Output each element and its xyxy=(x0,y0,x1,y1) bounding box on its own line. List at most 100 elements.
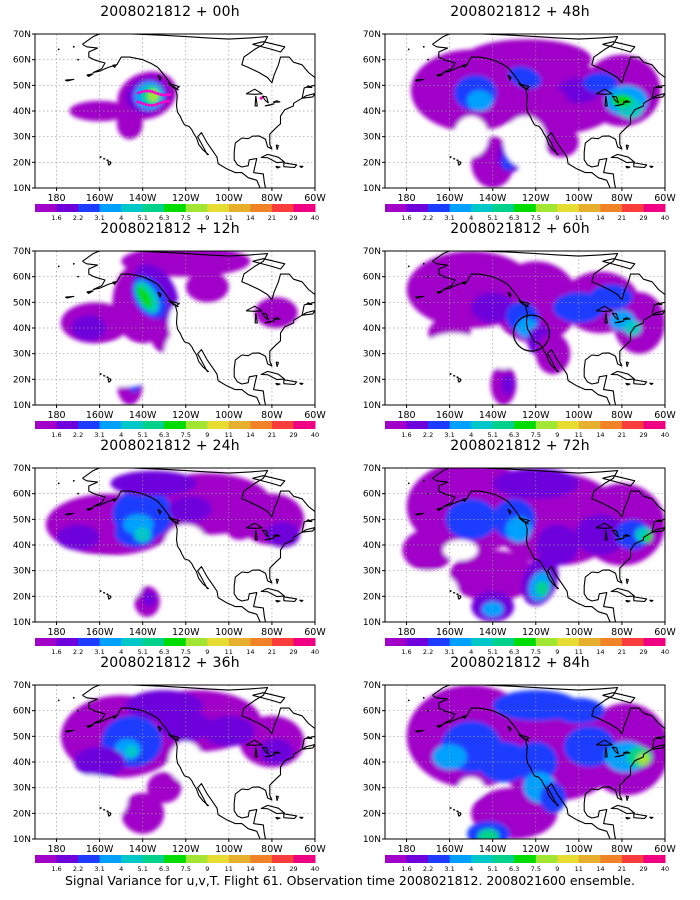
map-panel-12h: 2008021812 + 12h 70N 60N 50N 40N 30N 20N 10N 180… xyxy=(0,221,340,439)
x-tick-label: 100W xyxy=(215,410,243,421)
coastline xyxy=(415,34,665,188)
colorbar-swatch xyxy=(514,421,537,429)
colorbar-label: 9 xyxy=(555,865,559,873)
map-svg: 70N 60N 50N 40N 30N 20N 10N 180 160W 140W 120W 100W… xyxy=(363,30,677,222)
colorbar-swatch xyxy=(99,855,122,863)
colorbar-label: 40 xyxy=(661,865,669,873)
y-tick-label: 40N xyxy=(363,758,381,768)
y-tick-label: 40N xyxy=(13,107,31,117)
colorbar-swatch xyxy=(406,855,429,863)
colorbar-swatch xyxy=(228,855,251,863)
colorbar-swatch xyxy=(643,855,666,863)
x-tick-label: 100W xyxy=(215,193,243,204)
x-tick-label: 180 xyxy=(397,844,415,855)
y-tick-label: 30N xyxy=(13,133,31,143)
y-tick-label: 30N xyxy=(13,350,31,360)
x-tick-label: 80W xyxy=(261,844,283,855)
colorbar-label: 6.3 xyxy=(159,431,169,439)
variance-field xyxy=(35,251,315,405)
variance-contour xyxy=(477,828,500,839)
x-tick-label: 100W xyxy=(215,844,243,855)
colorbar-label: 3.1 xyxy=(94,214,104,222)
colorbar-swatch xyxy=(600,204,623,212)
variance-contour xyxy=(110,470,197,497)
colorbar-swatch xyxy=(207,421,230,429)
variance-field xyxy=(385,251,665,405)
colorbar-label: 21 xyxy=(268,214,276,222)
x-tick-label: 80W xyxy=(611,627,633,638)
y-tick-label: 50N xyxy=(13,515,31,525)
colorbar-label: 7.5 xyxy=(181,214,191,222)
colorbar-swatch xyxy=(557,855,580,863)
y-tick-label: 20N xyxy=(13,375,31,385)
y-tick-label: 50N xyxy=(363,732,381,742)
x-tick-label: 80W xyxy=(261,193,283,204)
x-tick-label: 80W xyxy=(611,844,633,855)
colorbar-swatch xyxy=(293,638,316,646)
colorbar-swatch xyxy=(471,638,494,646)
x-tick-label: 160W xyxy=(86,410,114,421)
colorbar-swatch xyxy=(471,204,494,212)
colorbar-label: 4 xyxy=(119,431,123,439)
x-tick-label: 180 xyxy=(397,627,415,638)
colorbar-swatch xyxy=(492,204,515,212)
colorbar-swatch xyxy=(385,204,407,212)
colorbar-label: 29 xyxy=(639,865,647,873)
y-tick-label: 70N xyxy=(13,464,31,474)
colorbar-label: 14 xyxy=(246,648,254,656)
colorbar-swatch xyxy=(35,855,57,863)
map-svg: 70N 60N 50N 40N 30N 20N 10N 180 160W 140W 120W 100W… xyxy=(13,30,327,222)
y-tick-label: 50N xyxy=(363,515,381,525)
colorbar-swatch xyxy=(535,204,558,212)
colorbar-label: 29 xyxy=(639,648,647,656)
variance-contour xyxy=(505,516,532,543)
colorbar-label: 21 xyxy=(268,431,276,439)
panel-title: 2008021812 + 60h xyxy=(450,221,590,237)
panel-title: 2008021812 + 12h xyxy=(100,221,240,237)
y-tick-label: 10N xyxy=(13,184,31,194)
colorbar-label: 21 xyxy=(618,648,626,656)
colorbar-label: 2.2 xyxy=(423,214,433,222)
x-tick-label: 140W xyxy=(129,193,157,204)
colorbar-swatch xyxy=(643,421,666,429)
colorbar-label: 2.2 xyxy=(73,431,83,439)
variance-contour xyxy=(462,39,592,81)
colorbar-swatch xyxy=(449,638,472,646)
colorbar-swatch xyxy=(250,855,273,863)
colorbar-swatch xyxy=(557,421,580,429)
colorbar: 1.6 2.2 3.1 4 5.1 6.3 7.5 9 11 14 21 29 40 xyxy=(385,421,669,439)
map-panel-60h: 2008021812 + 60h 70N 60N 50N 40N 30N 20N 10N 180… xyxy=(350,221,690,439)
colorbar-label: 21 xyxy=(618,431,626,439)
variance-contour xyxy=(624,320,642,336)
colorbar: 1.6 2.2 3.1 4 5.1 6.3 7.5 9 11 14 21 29 40 xyxy=(385,204,669,222)
colorbar-label: 29 xyxy=(289,431,297,439)
colorbar-swatch xyxy=(185,855,208,863)
colorbar: 1.6 2.2 3.1 4 5.1 6.3 7.5 9 11 14 21 29 40 xyxy=(35,204,319,222)
colorbar-swatch xyxy=(271,421,294,429)
colorbar-label: 7.5 xyxy=(531,865,541,873)
colorbar-swatch xyxy=(78,638,101,646)
colorbar-label: 11 xyxy=(575,214,583,222)
y-tick-label: 60N xyxy=(13,490,31,500)
colorbar-label: 14 xyxy=(596,214,604,222)
variance-field xyxy=(35,34,315,188)
colorbar-label: 40 xyxy=(311,865,319,873)
colorbar-label: 7.5 xyxy=(181,431,191,439)
colorbar-label: 7.5 xyxy=(531,214,541,222)
colorbar-label: 9 xyxy=(555,648,559,656)
colorbar-swatch xyxy=(35,638,57,646)
colorbar-label: 11 xyxy=(575,865,583,873)
colorbar-label: 5.1 xyxy=(488,214,498,222)
x-tick-label: 100W xyxy=(565,410,593,421)
panel-title: 2008021812 + 00h xyxy=(100,4,240,20)
colorbar-label: 40 xyxy=(311,214,319,222)
y-tick-label: 10N xyxy=(13,835,31,845)
colorbar: 1.6 2.2 3.1 4 5.1 6.3 7.5 9 11 14 21 29 40 xyxy=(35,421,319,439)
colorbar-label: 9 xyxy=(205,214,209,222)
y-tick-label: 70N xyxy=(363,681,381,691)
variance-contour xyxy=(203,715,255,747)
colorbar-label: 29 xyxy=(639,214,647,222)
y-tick-label: 40N xyxy=(363,324,381,334)
y-tick-label: 10N xyxy=(13,401,31,411)
colorbar-swatch xyxy=(164,638,187,646)
